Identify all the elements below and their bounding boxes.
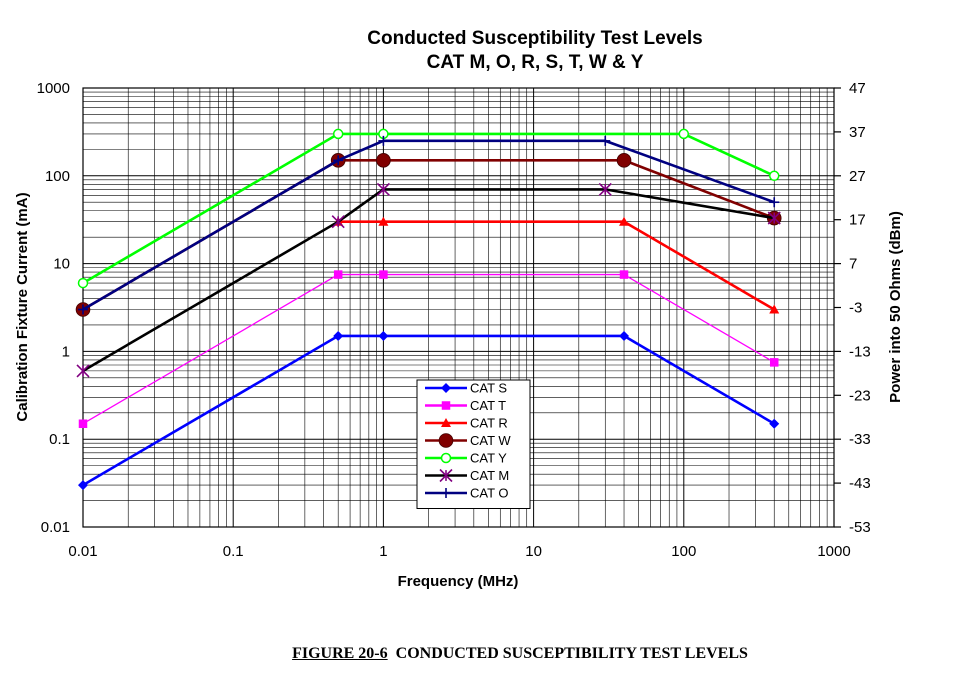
legend-label: CAT M bbox=[470, 468, 509, 483]
data-point bbox=[767, 211, 781, 225]
x-tick-label: 0.1 bbox=[223, 543, 244, 560]
data-point bbox=[379, 270, 388, 279]
chart-subtitle: CAT M, O, R, S, T, W & Y bbox=[427, 52, 644, 73]
x-tick-label: 1000 bbox=[817, 543, 850, 560]
data-point bbox=[769, 418, 780, 429]
legend-item: CAT W bbox=[425, 433, 511, 448]
data-point bbox=[600, 135, 611, 146]
chart-title: Conducted Susceptibility Test Levels bbox=[367, 28, 702, 49]
data-point bbox=[441, 383, 451, 393]
y2-tick-label: -3 bbox=[849, 300, 862, 317]
series-cat-r bbox=[333, 216, 780, 314]
y-tick-label: 0.01 bbox=[41, 519, 70, 536]
data-point bbox=[441, 418, 451, 427]
figure-caption: FIGURE 20-6 CONDUCTED SUSCEPTIBILITY TES… bbox=[0, 645, 960, 663]
data-point bbox=[769, 304, 780, 314]
y2-tick-label: 17 bbox=[849, 212, 866, 229]
data-point bbox=[378, 135, 389, 146]
legend-label: CAT S bbox=[470, 381, 507, 396]
legend-item: CAT Y bbox=[425, 451, 507, 466]
data-point bbox=[333, 330, 344, 341]
data-point bbox=[378, 216, 389, 226]
x-tick-label: 1 bbox=[379, 543, 387, 560]
y-tick-label: 0.1 bbox=[49, 431, 70, 448]
legend-box bbox=[416, 379, 531, 509]
legend: CAT S CAT T CAT R CAT W CAT Y CAT M CAT O bbox=[416, 379, 531, 509]
series-cat-o bbox=[78, 135, 780, 315]
data-point bbox=[619, 330, 630, 341]
chart: Conducted Susceptibility Test Levels CAT… bbox=[14, 28, 904, 590]
data-point bbox=[768, 170, 780, 182]
data-point bbox=[438, 433, 454, 448]
data-point bbox=[78, 304, 88, 315]
legend-item: CAT S bbox=[425, 381, 507, 396]
data-point bbox=[78, 419, 88, 428]
series-group bbox=[75, 128, 782, 491]
data-point bbox=[332, 128, 344, 140]
y-tick-label: 1000 bbox=[37, 80, 70, 97]
series-cat-t bbox=[78, 270, 779, 428]
y2-tick-label: 37 bbox=[849, 124, 866, 141]
data-point bbox=[331, 215, 345, 229]
data-point bbox=[439, 468, 453, 483]
y-tick-label: 100 bbox=[45, 168, 70, 185]
legend-label: CAT W bbox=[470, 433, 511, 448]
legend-label: CAT Y bbox=[470, 451, 507, 466]
x-tick-label: 10 bbox=[525, 543, 542, 560]
x-tick-label: 100 bbox=[671, 543, 696, 560]
data-point bbox=[440, 452, 452, 464]
data-point bbox=[378, 330, 389, 341]
x-tick-label: 0.01 bbox=[68, 543, 97, 560]
series-line bbox=[338, 220, 775, 311]
series-cat-y bbox=[77, 128, 780, 289]
data-point bbox=[78, 480, 88, 491]
data-point bbox=[333, 155, 344, 166]
data-point bbox=[376, 182, 390, 196]
series-cat-s bbox=[78, 330, 780, 491]
data-point bbox=[77, 277, 89, 289]
data-point bbox=[678, 128, 690, 140]
data-point bbox=[619, 270, 629, 279]
figure-number: FIGURE 20-6 bbox=[292, 645, 388, 662]
figure-title: CONDUCTED SUSCEPTIBILITY TEST LEVELS bbox=[395, 645, 748, 662]
data-point bbox=[376, 153, 391, 168]
y2-tick-label: -33 bbox=[849, 431, 871, 448]
y2-tick-label: -23 bbox=[849, 387, 871, 404]
legend-item: CAT M bbox=[425, 468, 509, 483]
y2-tick-label: -13 bbox=[849, 343, 871, 360]
y2-tick-label: -53 bbox=[849, 519, 871, 536]
x-axis-label: Frequency (MHz) bbox=[398, 573, 519, 590]
y2-tick-label: -43 bbox=[849, 475, 871, 492]
y2-tick-label: 7 bbox=[849, 256, 857, 273]
legend-label: CAT T bbox=[470, 398, 506, 413]
tick-labels: 0.01 0.1 1 10 100 1000 0.01 0.1 1 10 100 1000 -53 -43… bbox=[37, 80, 871, 560]
legend-item: CAT R bbox=[425, 416, 508, 431]
legend-label: CAT O bbox=[470, 486, 509, 501]
data-point bbox=[441, 401, 451, 410]
data-point bbox=[441, 488, 451, 498]
y-tick-label: 10 bbox=[53, 256, 70, 273]
data-point bbox=[616, 153, 632, 168]
data-point bbox=[76, 364, 90, 378]
y2-tick-label: 47 bbox=[849, 80, 866, 97]
y2-tick-label: 27 bbox=[849, 168, 866, 185]
data-point bbox=[598, 182, 612, 196]
data-point bbox=[769, 197, 780, 208]
legend-label: CAT R bbox=[470, 416, 508, 431]
series-cat-m bbox=[76, 182, 781, 378]
y-axis-label: Calibration Fixture Current (mA) bbox=[14, 192, 31, 421]
y2-axis-label: Power into 50 Ohms (dBm) bbox=[887, 211, 904, 403]
legend-item: CAT O bbox=[425, 486, 509, 501]
data-point bbox=[769, 358, 779, 367]
legend-item: CAT T bbox=[425, 398, 506, 413]
data-point bbox=[333, 270, 343, 279]
data-point bbox=[619, 216, 630, 226]
y-tick-label: 1 bbox=[62, 343, 70, 360]
